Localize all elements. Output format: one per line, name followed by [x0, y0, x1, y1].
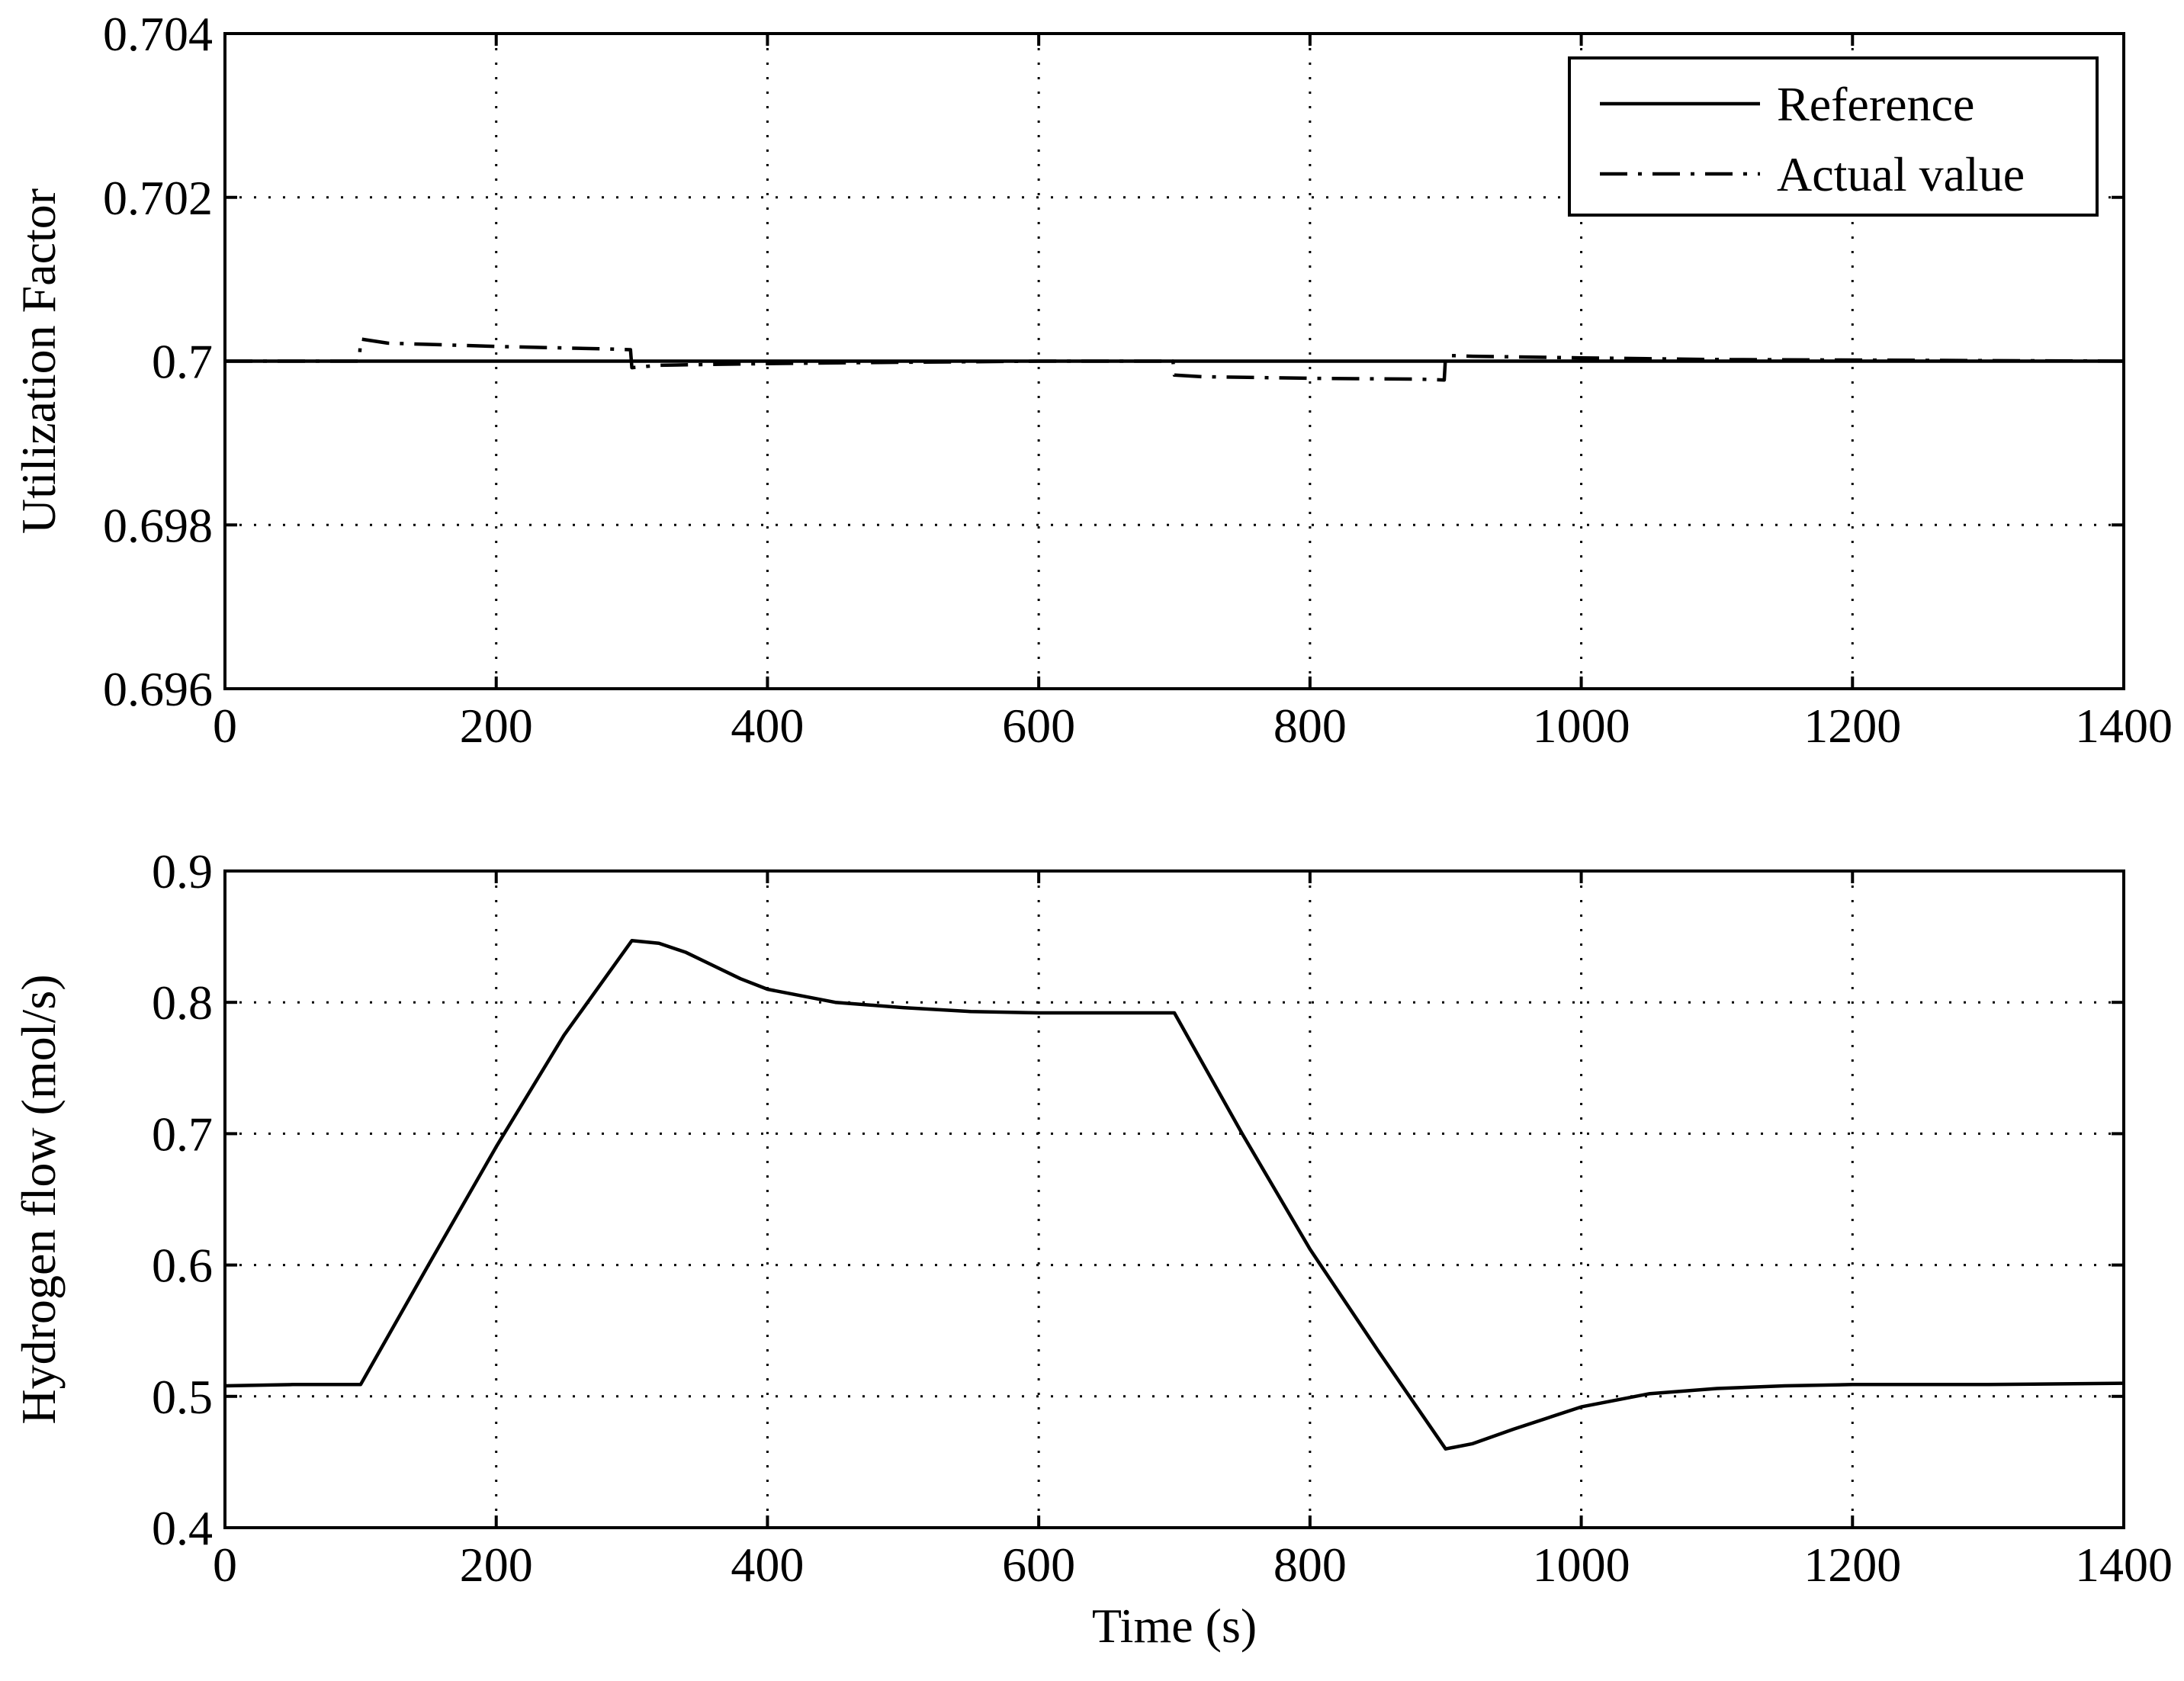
- legend-label-actual-value: Actual value: [1777, 147, 2025, 201]
- y-tick-label: 0.9: [152, 844, 213, 898]
- x-axis-label: Time (s): [1092, 1599, 1257, 1653]
- x-tick-label: 1200: [1803, 699, 1901, 753]
- x-tick-labels: 0 200 400 600 800 1000 1200 1400: [213, 1538, 2173, 1592]
- y-tick-label: 0.7: [152, 1107, 213, 1161]
- x-tick-label: 400: [731, 1538, 804, 1592]
- x-tick-label: 1400: [2075, 1538, 2173, 1592]
- legend-box: [1568, 56, 2099, 217]
- grid-lines: [225, 871, 2124, 1528]
- series-line-actual-value: [225, 337, 2125, 382]
- y-tick-label: 0.702: [103, 171, 213, 225]
- y-axis-label: Hydrogen flow (mol/s): [11, 974, 66, 1424]
- series-line-1: [224, 939, 2125, 1451]
- x-tick-label: 200: [460, 1538, 533, 1592]
- tick-marks: [223, 32, 2125, 690]
- x-tick-label: 0: [213, 699, 237, 753]
- x-tick-label: 600: [1002, 1538, 1075, 1592]
- y-tick-label: 0.7: [152, 335, 213, 389]
- y-tick-label: 0.8: [152, 975, 213, 1030]
- series-lines: [224, 939, 2125, 1451]
- x-tick-label: 800: [1273, 1538, 1347, 1592]
- x-tick-label: 800: [1273, 699, 1347, 753]
- y-axis-label: Utilization Factor: [11, 188, 66, 534]
- x-tick-label: 400: [731, 699, 804, 753]
- tick-marks: [223, 869, 2125, 1529]
- x-tick-label: 1400: [2075, 699, 2173, 753]
- x-tick-label: 0: [213, 1538, 237, 1592]
- y-tick-label: 0.6: [152, 1239, 213, 1293]
- x-tick-label: 1000: [1533, 1538, 1630, 1592]
- series-lines: [225, 337, 2125, 382]
- x-tick-label: 200: [460, 699, 533, 753]
- y-tick-label: 0.5: [152, 1370, 213, 1424]
- legend: Reference Actual value: [1568, 56, 2099, 217]
- y-tick-label: 0.704: [103, 7, 213, 61]
- hydrogen-flow-plot: 0 200 400 600 800 1000 1200 1400 0.40.50.60.70.…: [11, 844, 2173, 1653]
- x-tick-label: 1200: [1803, 1538, 1901, 1592]
- y-tick-labels: 0.4 0.5 0.6 0.7 0.8 0.9: [152, 844, 213, 1555]
- y-tick-label: 0.698: [103, 498, 213, 552]
- x-tick-label: 600: [1002, 699, 1075, 753]
- x-tick-label: 1000: [1533, 699, 1630, 753]
- y-tick-label: 0.4: [152, 1501, 213, 1555]
- legend-label-reference: Reference: [1777, 77, 1974, 131]
- y-tick-label: 0.696: [103, 662, 213, 716]
- y-tick-labels: 0.696 0.698 0.7 0.702 0.704: [103, 7, 213, 716]
- utilization-factor-plot: 0 200 400 600 800 1000 1200 1400 0.6960.6980.70…: [11, 7, 2173, 753]
- x-tick-labels: 0 200 400 600 800 1000 1200 1400: [213, 699, 2173, 753]
- plot-frame: [223, 869, 2125, 1529]
